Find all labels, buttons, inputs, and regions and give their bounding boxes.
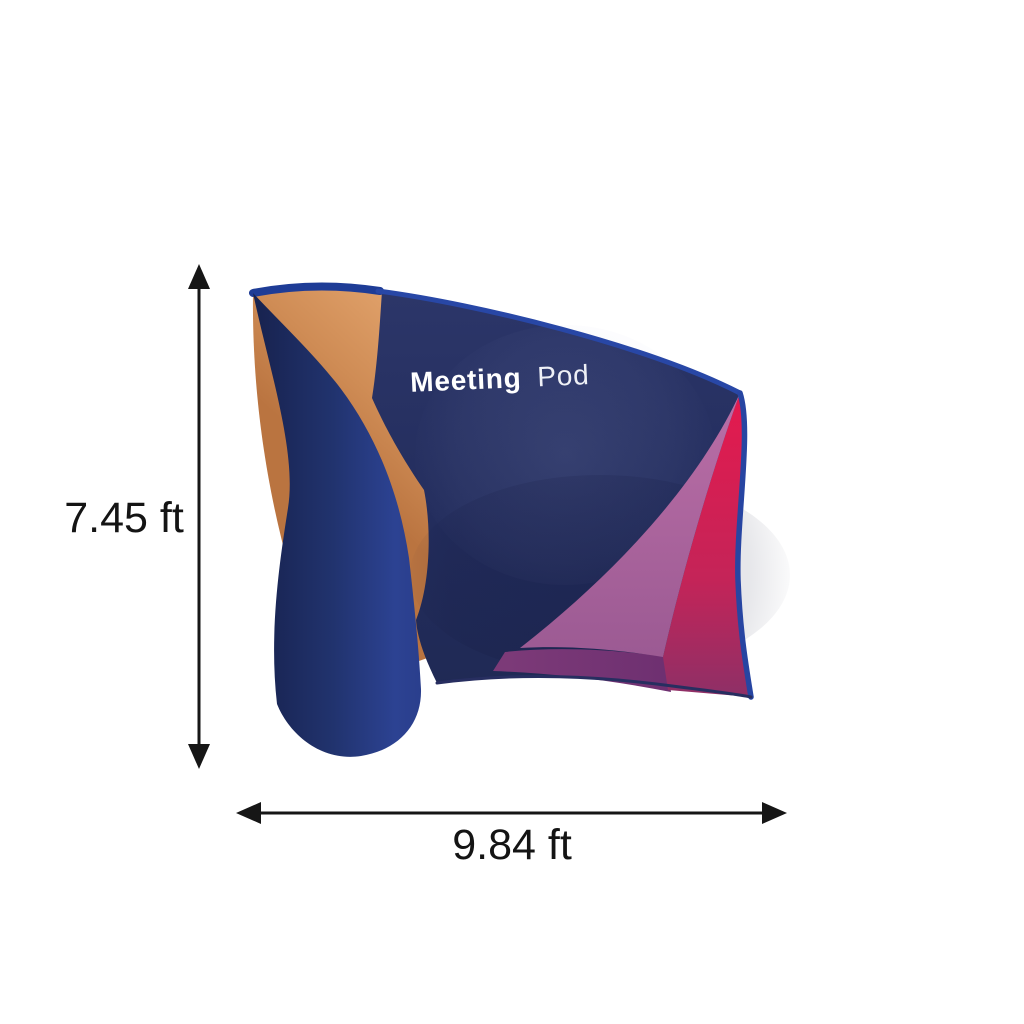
meeting-pod-product: Meeting Pod [249, 282, 790, 757]
arrow-up-icon [188, 264, 210, 289]
arrow-right-icon [762, 802, 787, 824]
arrow-down-icon [188, 744, 210, 769]
red-side-panel [663, 393, 751, 697]
right-trim-edge [735, 390, 754, 700]
pod-logo-light: Pod [537, 359, 591, 392]
height-dimension-arrow [188, 264, 210, 769]
height-dimension-label: 7.45 ft [64, 494, 184, 542]
bottom-trim-edge [435, 675, 753, 699]
pod-logo-bold: Meeting [410, 362, 523, 398]
arrow-left-icon [236, 802, 261, 824]
top-trim-edge [375, 288, 743, 396]
width-dimension-label: 9.84 ft [452, 821, 572, 869]
pink-side-panel [520, 393, 740, 657]
left-wall-panel [253, 293, 422, 757]
canopy-trim-edge [249, 282, 384, 297]
width-dimension-arrow [236, 802, 787, 824]
purple-bottom-panel [493, 649, 671, 692]
pod-logo-text: Meeting Pod [410, 359, 591, 398]
